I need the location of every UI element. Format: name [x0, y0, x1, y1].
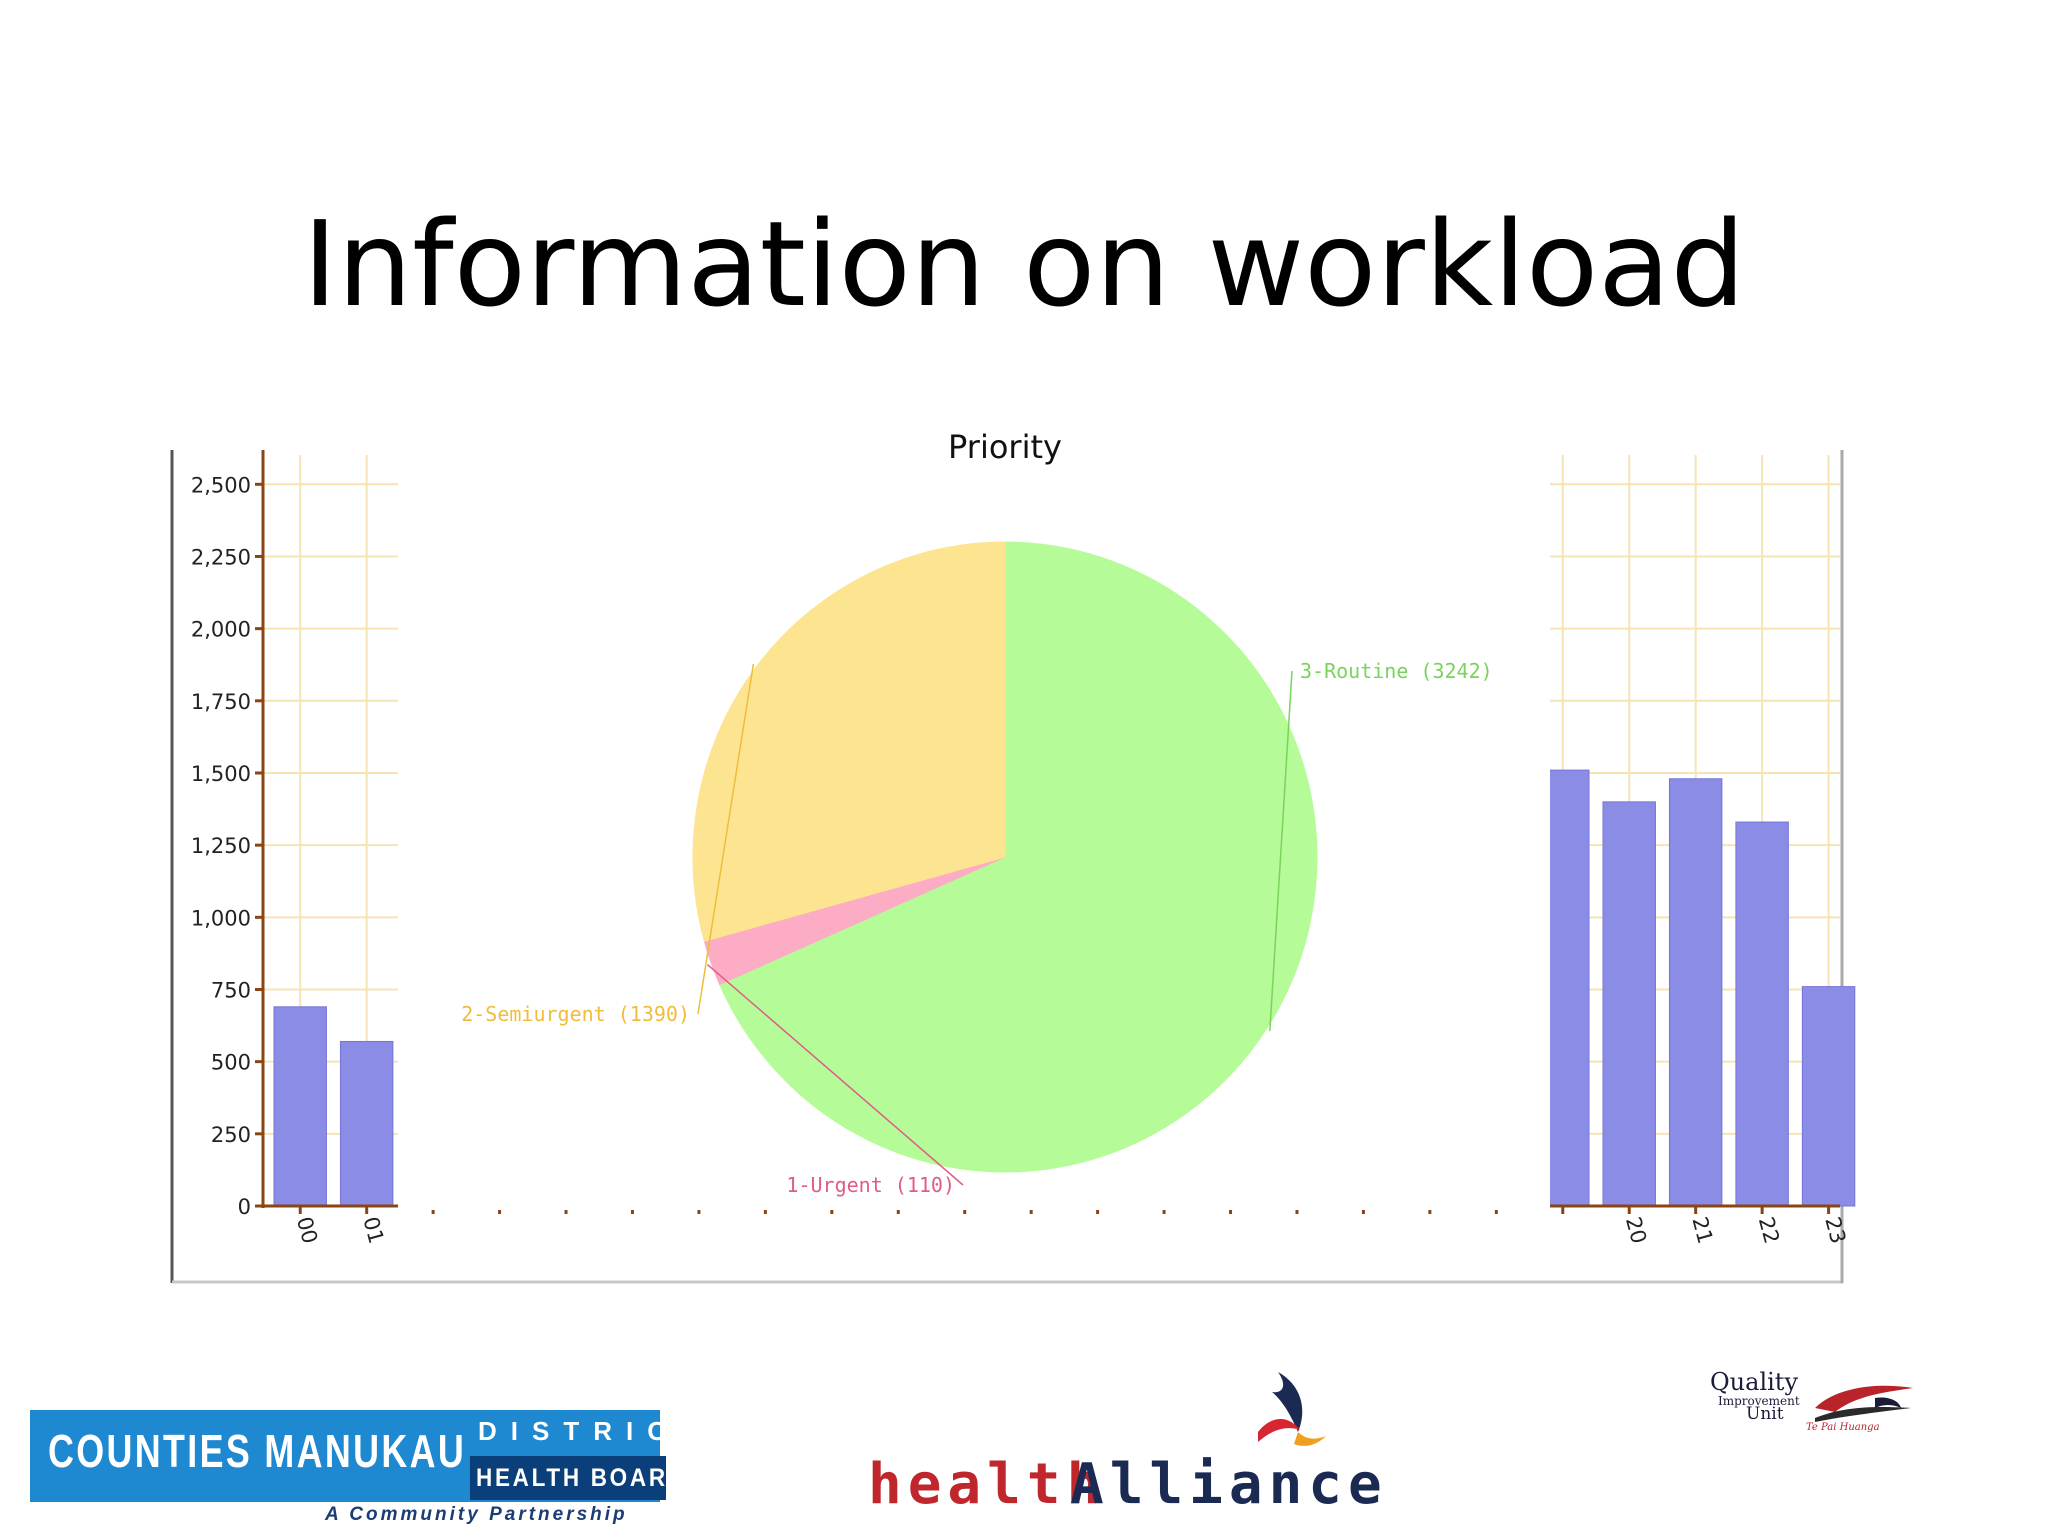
y-tick-label: 1,500 — [191, 762, 251, 786]
pie-slice-3 — [692, 541, 1006, 942]
cmdhb-district: DISTRICT — [478, 1416, 710, 1446]
y-tick-label: 0 — [238, 1195, 251, 1219]
y-tick-label: 500 — [211, 1051, 251, 1075]
x-tick-label: 22 — [1754, 1214, 1784, 1246]
cmdhb-tagline: A Community Partnership — [325, 1504, 628, 1525]
pie-label: 1-Urgent (110) — [786, 1173, 955, 1197]
y-tick-label: 2,250 — [191, 545, 251, 569]
bird-icon — [1258, 1372, 1326, 1446]
bar-hour-00 — [273, 1006, 327, 1207]
y-tick-label: 250 — [211, 1123, 251, 1147]
qiu-maori: Te Pai Huanga — [1806, 1422, 1880, 1433]
priority-pie-chart: Priority 3-Routine (3242) 1-Urgent (110) 2… — [461, 428, 1492, 1197]
x-tick-label: 21 — [1687, 1214, 1717, 1246]
cmdhb-board-box: HEALTH BOARD — [470, 1456, 684, 1500]
bar-hour-20 — [1602, 801, 1656, 1207]
bar-hour-21 — [1668, 778, 1723, 1207]
bar-hour-23 — [1801, 986, 1856, 1207]
health-alliance-alliance: Alliance — [1070, 1452, 1388, 1517]
koru-swoosh-icon — [1815, 1385, 1913, 1422]
health-alliance-logo: health Alliance — [868, 1370, 1382, 1520]
quality-improvement-unit-logo: Quality Improvement Unit Te Pai Huanga — [1710, 1368, 1920, 1438]
qiu-unit: Unit — [1746, 1404, 1784, 1424]
qiu-improvement: Improvement — [1718, 1394, 1800, 1408]
y-tick-label: 2,000 — [191, 618, 251, 642]
slide-title: Information on workload — [302, 195, 1746, 333]
health-alliance-health: health — [868, 1452, 1107, 1517]
y-tick-label: 2,500 — [191, 473, 251, 497]
pie-title: Priority — [948, 428, 1062, 466]
y-tick-label: 1,250 — [191, 834, 251, 858]
cmdhb-board: HEALTH BOARD — [476, 1464, 687, 1492]
y-tick-label: 750 — [211, 978, 251, 1002]
cmdhb-logo-box: COUNTIES MANUKAU DISTRICT HEALTH BOARD — [30, 1410, 696, 1502]
y-tick-label: 1,750 — [191, 690, 251, 714]
qiu-quality: Quality — [1710, 1368, 1798, 1396]
cmdhb-name: COUNTIES MANUKAU — [48, 1425, 467, 1477]
bar-hour-01 — [339, 1040, 394, 1207]
pie-slice-1 — [719, 541, 1318, 1173]
pie-leader-line — [707, 963, 964, 1186]
pie-label: 2-Semiurgent (1390) — [461, 1002, 690, 1026]
x-tick-label: 23 — [1820, 1214, 1850, 1246]
pie-leader-line — [1269, 670, 1293, 1032]
x-tick-label: 00 — [292, 1214, 322, 1246]
pie-labels: 3-Routine (3242) 1-Urgent (110) 2-Semiurge… — [461, 659, 1492, 1197]
x-tick-label: 20 — [1621, 1214, 1651, 1246]
pie-label: 3-Routine (3242) — [1300, 659, 1493, 683]
x-tick-label: 01 — [358, 1214, 388, 1246]
pie-slices — [692, 541, 1318, 1173]
bar-hour-22 — [1735, 821, 1789, 1207]
pie-leader-line — [697, 663, 755, 1015]
cmdhb-logo: COUNTIES MANUKAU DISTRICT HEALTH BOARD A… — [20, 1410, 696, 1528]
y-tick-label: 1,000 — [191, 906, 251, 930]
